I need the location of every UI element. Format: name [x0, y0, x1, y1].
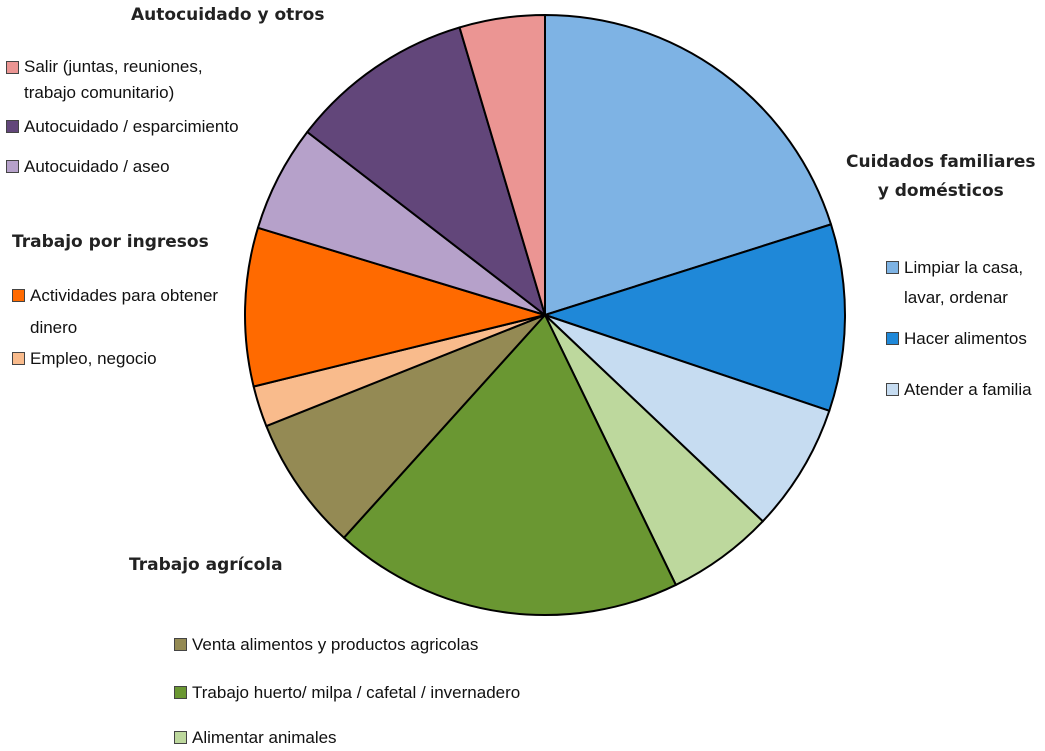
pie-slices [244, 14, 846, 616]
legend-swatch-animales [174, 731, 187, 744]
legend-label-actividades: Actividades para obtener dinero [30, 286, 219, 337]
group-title-cuidados: Cuidados familiares y domésticos [846, 152, 1036, 201]
legend-item-animales: Alimentar animales [174, 724, 337, 751]
legend-swatch-actividades [12, 289, 25, 302]
pie-slice-1 [544, 14, 832, 316]
pie-slice-3 [544, 314, 831, 523]
pie-slice-2 [544, 223, 846, 412]
legend-item-esparcimiento: Autocuidado / esparcimiento [6, 113, 239, 140]
legend-swatch-esparcimiento [6, 120, 19, 133]
pie-slice-6 [265, 314, 546, 539]
legend-item-huerto: Trabajo huerto/ milpa / cafetal / invern… [174, 679, 520, 706]
legend-item-actividades: Actividades para obtener dinero [12, 280, 218, 344]
legend-label-salir: Salir (juntas, reuniones, trabajo comuni… [24, 57, 203, 102]
legend-swatch-venta [174, 638, 187, 651]
legend-swatch-huerto [174, 686, 187, 699]
group-title-ingresos: Trabajo por ingresos [12, 232, 209, 252]
legend-swatch-aseo [6, 160, 19, 173]
legend-swatch-limpiar [886, 261, 899, 274]
pie-slice-11 [458, 14, 546, 316]
group-title-autocuidado: Autocuidado y otros [131, 5, 325, 25]
group-title-agricola: Trabajo agrícola [129, 555, 283, 575]
legend-item-venta: Venta alimentos y productos agricolas [174, 631, 478, 658]
legend-label-venta: Venta alimentos y productos agricolas [192, 635, 479, 654]
legend-label-esparcimiento: Autocuidado / esparcimiento [24, 117, 239, 136]
legend-swatch-empleo [12, 352, 25, 365]
pie-slice-8 [244, 226, 546, 388]
pie-slice-10 [306, 26, 546, 316]
legend-label-aseo: Autocuidado / aseo [24, 157, 170, 176]
legend-label-atender: Atender a familia [904, 380, 1032, 399]
legend-label-limpiar: Limpiar la casa, lavar, ordenar [904, 258, 1024, 307]
legend-swatch-salir [6, 61, 19, 74]
legend-item-aseo: Autocuidado / aseo [6, 153, 170, 180]
legend-label-empleo: Empleo, negocio [30, 349, 157, 368]
legend-label-hacer: Hacer alimentos [904, 329, 1027, 348]
legend-swatch-hacer [886, 332, 899, 345]
legend-item-hacer: Hacer alimentos [886, 325, 1027, 352]
legend-label-animales: Alimentar animales [192, 728, 337, 747]
legend-item-atender: Atender a familia [886, 376, 1032, 403]
legend-item-salir: Salir (juntas, reuniones, trabajo comuni… [6, 54, 203, 106]
legend-swatch-atender [886, 383, 899, 396]
legend-item-empleo: Empleo, negocio [12, 345, 157, 372]
legend-item-limpiar: Limpiar la casa, lavar, ordenar [886, 253, 1023, 313]
legend-label-huerto: Trabajo huerto/ milpa / cafetal / invern… [192, 683, 521, 702]
pie-slice-5 [342, 314, 677, 616]
